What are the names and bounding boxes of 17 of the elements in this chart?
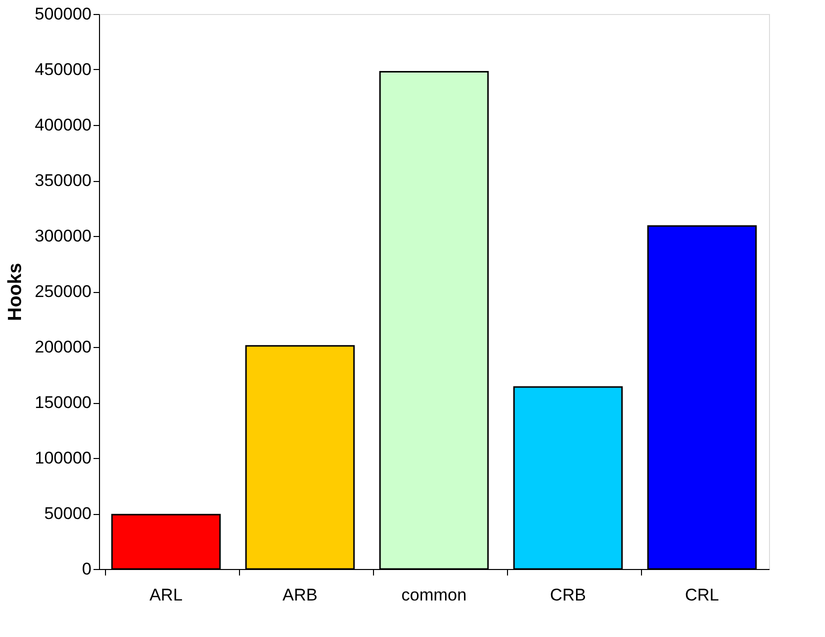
- y-tick-label: 400000: [34, 116, 92, 134]
- y-tick-label: 300000: [34, 226, 92, 246]
- y-tick-label: 500000: [34, 4, 92, 24]
- y-tick-label: 100000: [34, 448, 92, 468]
- y-tick-label: 150000: [34, 393, 92, 412]
- x-tick-label: CRB: [550, 586, 586, 604]
- y-tick-label: 350000: [34, 171, 92, 190]
- x-tick-label: ARL: [149, 586, 183, 604]
- y-tick-label: 50000: [44, 504, 92, 523]
- y-axis-title: Hooks: [4, 262, 26, 322]
- x-tick-label: CRL: [684, 586, 720, 604]
- x-tick-label: ARB: [282, 586, 318, 604]
- y-tick-label: 0: [82, 560, 92, 578]
- y-tick-label: 200000: [34, 338, 92, 356]
- y-tick-label: 250000: [34, 282, 92, 301]
- x-tick-label: common: [401, 586, 467, 604]
- y-tick-label: 450000: [34, 60, 92, 79]
